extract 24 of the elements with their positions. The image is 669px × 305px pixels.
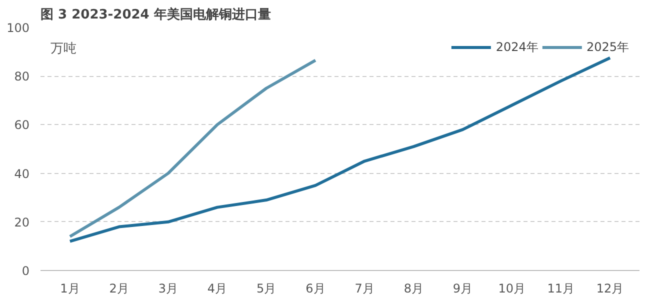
- x-tick-label: 10月: [498, 282, 526, 296]
- x-tick-label: 8月: [404, 282, 424, 296]
- x-tick-label: 1月: [60, 282, 80, 296]
- y-axis-title: 万吨: [50, 42, 76, 57]
- x-tick-label: 7月: [354, 282, 374, 296]
- x-tick-label: 12月: [596, 282, 624, 296]
- chart-title: 图 3 2023-2024 年美国电解铜进口量: [40, 6, 271, 22]
- legend-label: 2024年: [496, 38, 538, 56]
- x-tick-label: 4月: [207, 282, 228, 296]
- y-tick-label: 0: [22, 264, 30, 278]
- y-tick-label: 80: [14, 70, 30, 84]
- x-tick-label: 11月: [547, 282, 575, 296]
- line-series: [68, 58, 317, 238]
- y-tick-label: 20: [14, 215, 30, 230]
- x-tick-label: 5月: [256, 282, 276, 296]
- y-tick-label: 60: [14, 118, 30, 132]
- y-tick-label: 100: [6, 21, 30, 35]
- line-series: [68, 56, 612, 243]
- legend-label: 2025年: [586, 38, 629, 56]
- x-tick-label: 2月: [109, 282, 129, 296]
- y-tick-label: 40: [14, 166, 30, 181]
- x-tick-label: 3月: [158, 282, 178, 296]
- x-tick-label: 9月: [452, 282, 473, 296]
- x-tick-label: 6月: [306, 282, 326, 296]
